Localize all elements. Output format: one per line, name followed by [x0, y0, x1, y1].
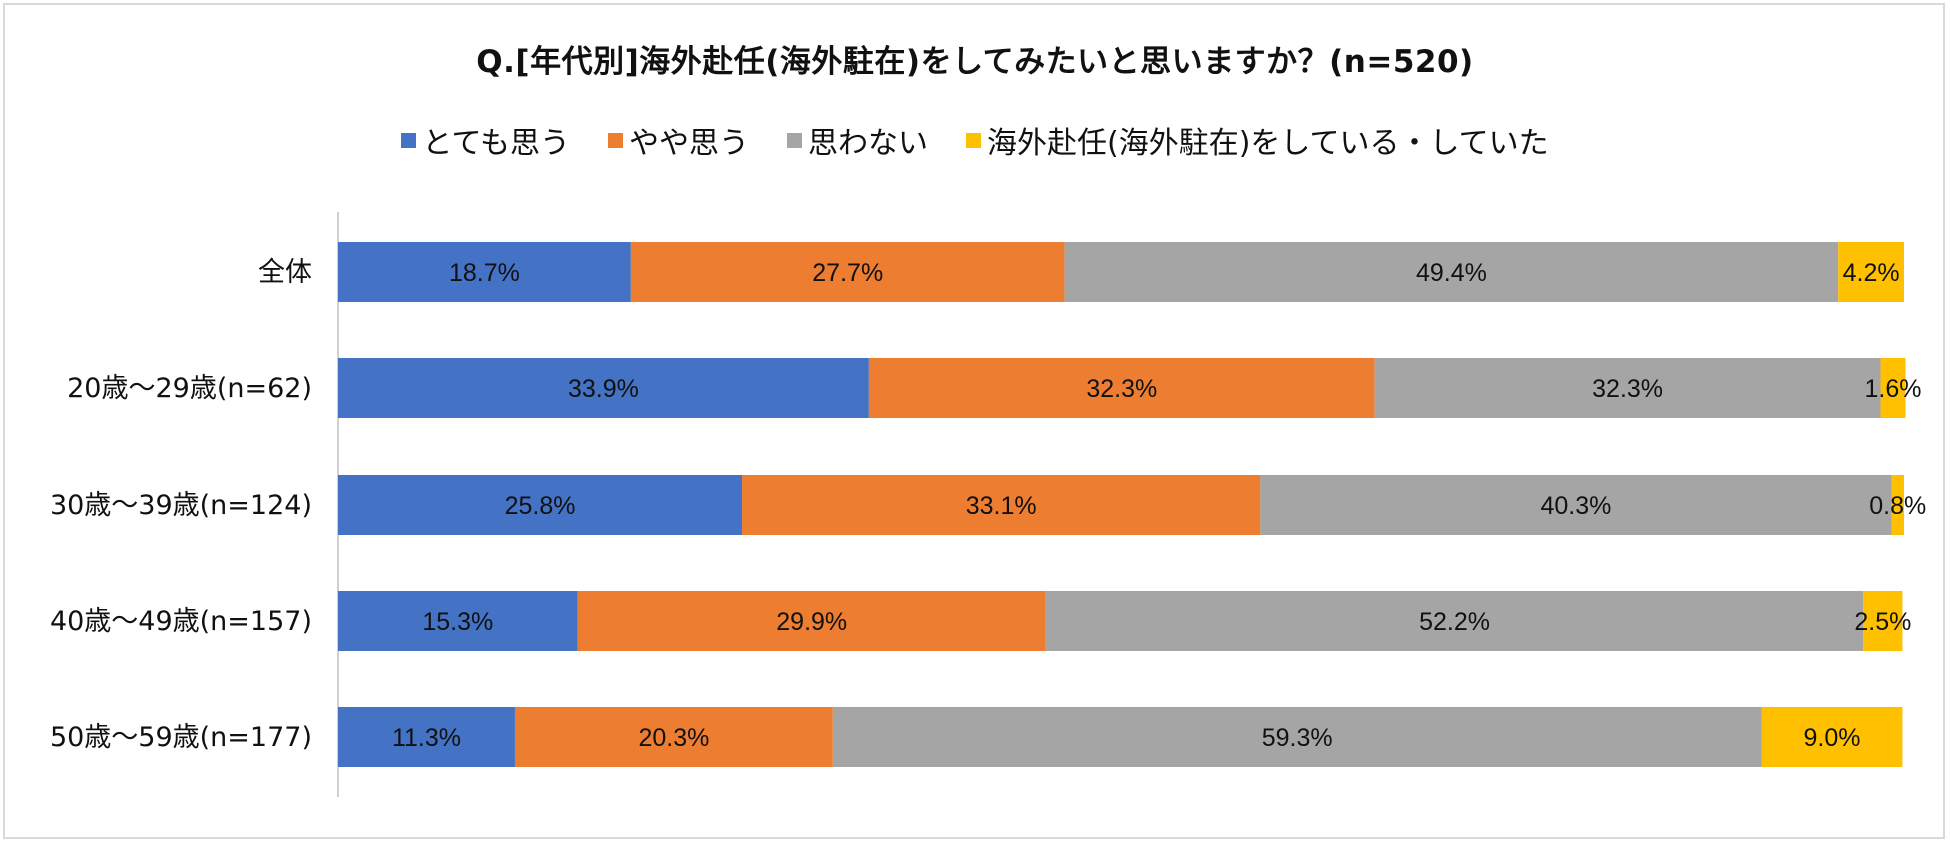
legend-item-very-much: とても思う	[401, 118, 570, 162]
data-label-no-row-4: 59.3%	[1262, 724, 1333, 752]
bar-segment-very-much-row-1	[338, 358, 869, 418]
chart-title: Q.[年代別]海外赴任(海外駐在)をしてみたいと思いますか？(n=520)	[476, 44, 1474, 80]
legend-swatch-somewhat	[608, 132, 623, 148]
bar-segment-somewhat-row-1	[868, 358, 1375, 418]
data-label-no-row-1: 32.3%	[1592, 375, 1663, 403]
legend-label-somewhat: やや思う	[629, 126, 749, 161]
legend-item-experienced: 海外赴任(海外駐在)をしている・していた	[966, 118, 1549, 162]
legend-item-somewhat: やや思う	[608, 118, 749, 162]
legend-item-no: 思わない	[787, 118, 928, 162]
bar-segment-very-much-row-2	[338, 475, 743, 535]
bar-segment-experienced-row-0	[1838, 242, 1904, 302]
bar-segment-experienced-row-2	[1891, 475, 1904, 535]
data-label-experienced-row-1: 1.6%	[1865, 375, 1922, 403]
legend-label-no: 思わない	[808, 126, 928, 161]
data-label-somewhat-row-0: 27.7%	[812, 259, 883, 287]
data-label-very-much-row-3: 15.3%	[422, 608, 493, 636]
bar-segment-somewhat-row-0	[630, 242, 1065, 302]
data-label-very-much-row-0: 18.7%	[449, 259, 520, 287]
legend-swatch-no	[787, 132, 802, 148]
data-label-somewhat-row-1: 32.3%	[1086, 375, 1157, 403]
category-label-40s: 40歳～49歳(n=157)	[49, 606, 312, 637]
bar-segment-very-much-row-3	[338, 591, 578, 651]
category-label-20s: 20歳～29歳(n=62)	[67, 373, 312, 404]
bar-segment-experienced-row-4	[1761, 707, 1903, 767]
data-label-somewhat-row-3: 29.9%	[776, 608, 847, 636]
data-label-no-row-2: 40.3%	[1540, 492, 1611, 520]
legend-swatch-experienced	[966, 132, 981, 148]
bar-segment-no-row-4	[832, 707, 1762, 767]
data-label-very-much-row-1: 33.9%	[568, 375, 639, 403]
data-label-experienced-row-4: 9.0%	[1803, 724, 1860, 752]
category-label-all: 全体	[258, 257, 312, 288]
bar-segment-no-row-3	[1045, 591, 1864, 651]
bar-segment-no-row-1	[1374, 358, 1881, 418]
bar-segment-very-much-row-4	[338, 707, 515, 767]
data-label-experienced-row-2: 0.8%	[1869, 492, 1926, 520]
data-label-no-row-3: 52.2%	[1419, 608, 1490, 636]
category-label-30s: 30歳～39歳(n=124)	[49, 490, 312, 521]
data-label-experienced-row-3: 2.5%	[1854, 608, 1911, 636]
bar-segment-experienced-row-1	[1880, 358, 1906, 418]
data-label-somewhat-row-4: 20.3%	[638, 724, 709, 752]
data-label-no-row-0: 49.4%	[1416, 259, 1487, 287]
legend-label-very-much: とても思う	[422, 126, 570, 161]
legend: とても思う やや思う 思わない 海外赴任(海外駐在)をしている・していた	[0, 118, 1950, 162]
data-label-somewhat-row-2: 33.1%	[966, 492, 1037, 520]
bar-segment-very-much-row-0	[338, 242, 631, 302]
bar-segment-experienced-row-3	[1863, 591, 1903, 651]
data-label-very-much-row-2: 25.8%	[505, 492, 576, 520]
legend-label-experienced: 海外赴任(海外駐在)をしている・していた	[987, 126, 1549, 161]
bar-segment-somewhat-row-3	[577, 591, 1046, 651]
bar-segment-no-row-0	[1064, 242, 1839, 302]
legend-swatch-very-much	[401, 132, 417, 148]
bar-segment-somewhat-row-2	[742, 475, 1261, 535]
bar-segment-somewhat-row-4	[514, 707, 833, 767]
data-label-experienced-row-0: 4.2%	[1843, 259, 1900, 287]
data-label-very-much-row-4: 11.3%	[392, 724, 461, 752]
bar-segment-no-row-2	[1260, 475, 1892, 535]
category-label-50s: 50歳～59歳(n=177)	[49, 722, 312, 753]
